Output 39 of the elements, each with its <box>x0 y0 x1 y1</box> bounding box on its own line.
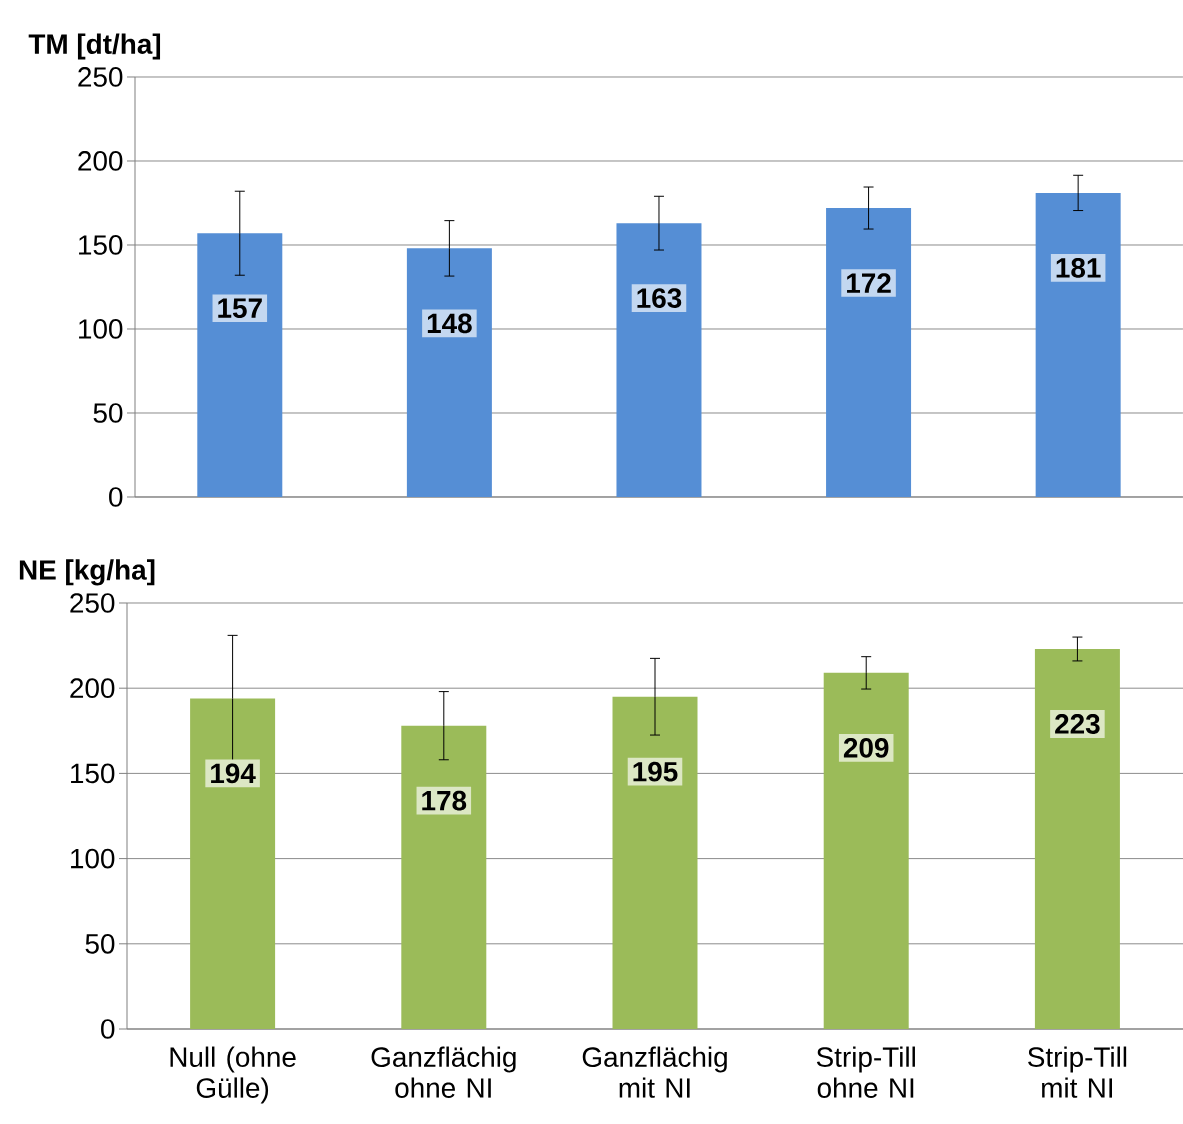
y-tick-label: 150 <box>79 235 123 255</box>
y-tick-label: 150 <box>71 763 115 784</box>
y-tick-label: 250 <box>78 67 123 87</box>
bar <box>826 208 912 497</box>
x-tick-label: Ganzflächig mit NI <box>582 1046 727 1098</box>
data-label: 157 <box>218 298 262 318</box>
data-label: 209 <box>843 738 889 758</box>
x-tick-label: Null (ohne Gülle) <box>170 1046 296 1104</box>
y-tick-label: 100 <box>71 848 115 869</box>
bar <box>197 233 283 497</box>
data-label: 172 <box>847 273 891 293</box>
bar <box>1035 192 1121 497</box>
data-label: 178 <box>422 790 467 811</box>
y-tick-label: 0 <box>109 487 123 507</box>
y-tick-label: 100 <box>79 319 123 339</box>
data-label: 163 <box>637 288 682 309</box>
y-axis-title: TM [dt/ha] <box>28 33 161 60</box>
y-tick-label: 50 <box>93 403 123 423</box>
data-label: 194 <box>211 763 256 784</box>
bar <box>612 696 698 1029</box>
x-tick-label: Strip-Till ohne NI <box>816 1046 915 1098</box>
y-tick-label: 0 <box>101 1019 115 1039</box>
data-label: 181 <box>1056 258 1101 278</box>
x-tick-label: Strip-Till mit NI <box>1028 1046 1127 1098</box>
bar <box>406 248 492 497</box>
y-tick-label: 200 <box>70 678 115 699</box>
y-axis-title: NE [kg/ha] <box>19 559 155 586</box>
y-tick-label: 200 <box>78 151 123 171</box>
data-label: 148 <box>427 313 472 334</box>
bar <box>1034 649 1120 1029</box>
bar <box>190 698 276 1029</box>
bar <box>401 725 487 1029</box>
bar <box>616 223 702 497</box>
data-label: 223 <box>1055 714 1100 734</box>
y-tick-label: 50 <box>85 933 115 954</box>
y-tick-label: 250 <box>70 593 115 613</box>
data-label: 195 <box>633 761 678 782</box>
x-tick-label: Ganzflächig ohne NI <box>371 1046 516 1098</box>
bar <box>823 672 909 1029</box>
